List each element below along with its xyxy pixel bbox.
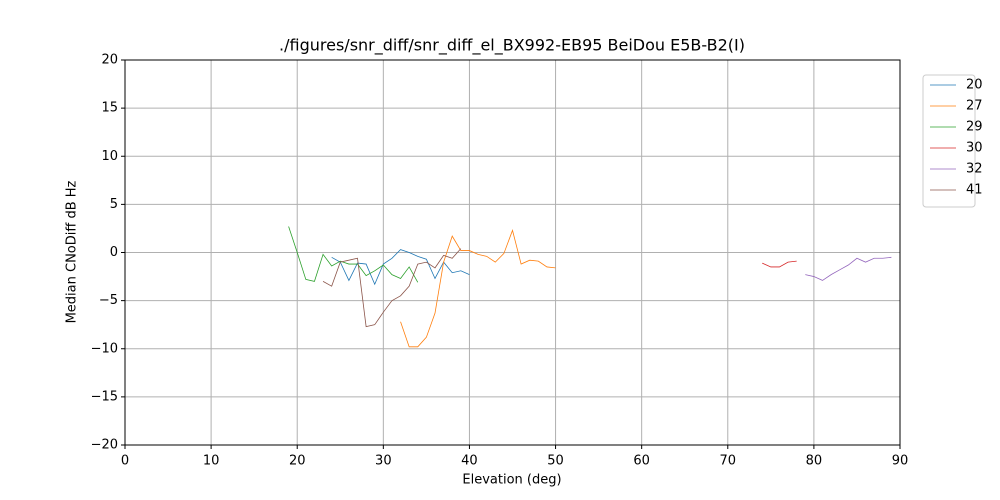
legend-label: 30 [966,141,983,156]
x-axis-label: Elevation (deg) [462,473,561,488]
x-tick-label: 50 [547,454,564,469]
legend-label: 27 [966,99,983,114]
y-tick-label: 10 [101,149,118,164]
y-tick-label: 20 [101,53,118,68]
x-tick-label: 80 [806,454,823,469]
y-tick-label: 15 [101,101,118,116]
series-line [400,229,556,348]
y-tick-label: −10 [91,341,118,356]
x-tick-label: 10 [203,454,220,469]
legend-box [922,74,976,208]
legend-label: 29 [966,120,983,135]
legend-label: 41 [966,183,983,198]
series-line [805,256,892,281]
plot-frame [124,59,901,446]
y-tick-label: −5 [99,293,118,308]
x-tick-label: 30 [375,454,392,469]
x-tick-label: 60 [633,454,650,469]
y-tick-label: −20 [91,438,118,453]
series-line [331,249,470,286]
y-axis-label: Median CNoDiff dB Hz [65,180,80,323]
x-tick-label: 20 [289,454,306,469]
x-tick-label: 70 [720,454,737,469]
x-tick-label: 0 [121,454,129,469]
series-line [288,226,419,283]
series-line [762,260,797,268]
y-tick-label: 5 [110,197,118,212]
chart-title: ./figures/snr_diff/snr_diff_el_BX992-EB9… [279,36,745,56]
series-line [322,248,462,328]
x-tick-label: 90 [892,454,909,469]
y-tick-label: 0 [110,245,118,260]
y-tick-label: −15 [91,389,118,404]
legend-label: 32 [966,162,983,177]
legend-label: 20 [966,78,983,93]
x-tick-label: 40 [461,454,478,469]
